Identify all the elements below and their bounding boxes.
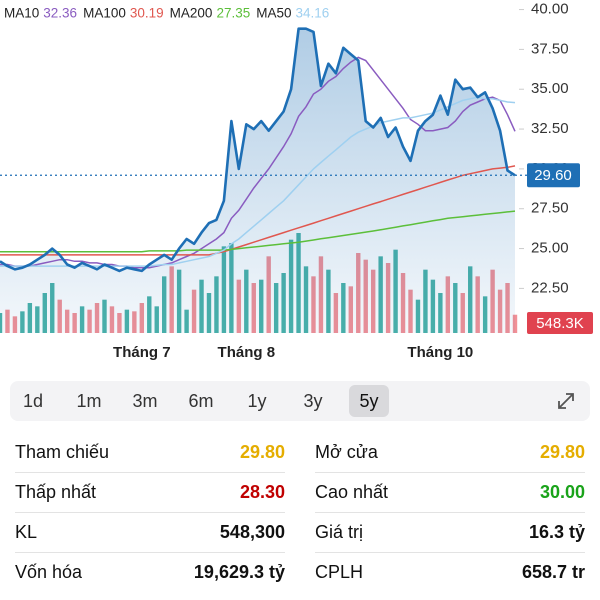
- period-tabs: 1d 1m 3m 6m 1y 3y 5y: [10, 381, 590, 421]
- divider: [315, 512, 585, 513]
- stat-value: 30.00: [539, 482, 585, 502]
- y-tick-label: 32.50: [531, 120, 569, 137]
- period-tab[interactable]: 5y: [349, 385, 389, 417]
- stat-row: Cao nhất 30.00: [315, 472, 585, 512]
- legend-name: MA200: [170, 6, 213, 21]
- stat-row: KL 548,300: [15, 512, 285, 552]
- x-tick-label: Tháng 10: [407, 344, 473, 361]
- period-tab[interactable]: 1d: [22, 391, 44, 411]
- divider: [315, 552, 585, 553]
- stat-value: 548,300: [219, 522, 285, 542]
- stat-value: 16.3 tỷ: [528, 522, 585, 542]
- stat-value: 28.30: [239, 482, 285, 502]
- divider: [15, 472, 285, 473]
- stat-label: KL: [15, 522, 38, 542]
- period-tab[interactable]: 1m: [76, 391, 102, 411]
- legend-name: MA100: [83, 6, 126, 21]
- last-volume-label: 548.3K: [536, 315, 584, 332]
- stat-row: Mở cửa 29.80: [315, 432, 585, 472]
- y-tick-label: 27.50: [531, 200, 569, 217]
- period-tab[interactable]: 6m: [188, 391, 214, 411]
- stat-row: Tham chiếu 29.80: [15, 432, 285, 472]
- y-tick-label: 22.50: [531, 279, 569, 296]
- stat-value: 19,629.3 tỷ: [193, 562, 285, 582]
- stat-label: Cao nhất: [315, 482, 389, 502]
- stat-row: Vốn hóa 19,629.3 tỷ: [15, 552, 285, 592]
- stat-label: CPLH: [315, 562, 364, 582]
- last-volume-box: [527, 312, 593, 334]
- divider: [15, 512, 285, 513]
- stat-label: Giá trị: [315, 522, 364, 542]
- legend-value: 30.19: [130, 6, 164, 21]
- stat-value: 29.80: [539, 442, 585, 462]
- legend-name: MA10: [4, 6, 39, 21]
- stat-row: CPLH 658.7 tr: [315, 552, 585, 592]
- divider: [315, 472, 585, 473]
- stat-label: Thấp nhất: [15, 482, 97, 502]
- y-tick-label: 37.50: [531, 40, 569, 57]
- stat-value: 29.80: [239, 442, 285, 462]
- ma-line: [0, 96, 516, 267]
- stat-label: Tham chiếu: [15, 442, 110, 462]
- stat-row: Thấp nhất 28.30: [15, 472, 285, 512]
- legend-name: MA50: [256, 6, 291, 21]
- stat-row: Giá trị 16.3 tỷ: [315, 512, 585, 552]
- y-tick-label: 40.00: [531, 1, 569, 18]
- expand-icon[interactable]: [556, 391, 576, 411]
- period-tab[interactable]: 3y: [303, 391, 323, 411]
- chart: 22.5025.0027.5030.0032.5035.0037.5040.00…: [0, 1, 593, 361]
- legend-value: 32.36: [43, 6, 77, 21]
- period-tab[interactable]: 3m: [132, 391, 158, 411]
- x-tick-label: Tháng 8: [218, 344, 276, 361]
- price-line: [0, 27, 516, 273]
- ma-line: [0, 210, 516, 253]
- legend-value: 27.35: [216, 6, 250, 21]
- period-tab[interactable]: 1y: [247, 391, 267, 411]
- stat-value: 658.7 tr: [521, 562, 585, 582]
- y-tick-label: 25.00: [531, 240, 569, 257]
- x-tick-label: Tháng 7: [113, 344, 171, 361]
- y-tick-label: 35.00: [531, 80, 569, 97]
- legend-value: 34.16: [296, 6, 330, 21]
- last-price-box: [527, 163, 580, 188]
- ma-line: [0, 56, 516, 269]
- stat-label: Mở cửa: [315, 442, 378, 462]
- last-price-label: 29.60: [534, 167, 572, 184]
- price-area: [0, 28, 515, 333]
- ma-line: [0, 165, 516, 256]
- divider: [15, 552, 285, 553]
- stat-label: Vốn hóa: [15, 562, 83, 582]
